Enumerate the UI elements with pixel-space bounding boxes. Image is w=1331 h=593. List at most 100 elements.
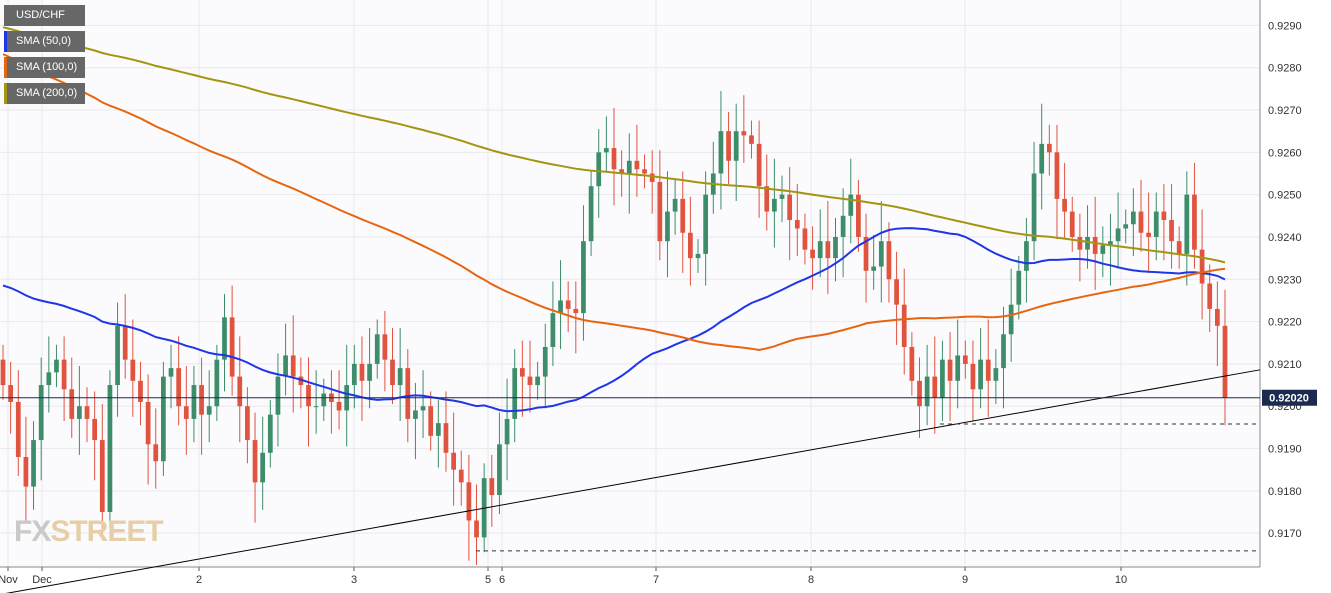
candle-body bbox=[947, 359, 953, 381]
candle-body bbox=[848, 194, 854, 216]
y-tick-label: 0.9230 bbox=[1268, 274, 1302, 286]
candle-body bbox=[168, 368, 174, 377]
candle-body bbox=[199, 385, 204, 415]
candle-body bbox=[283, 355, 288, 377]
candle-body bbox=[749, 135, 754, 144]
y-tick-label: 0.9220 bbox=[1268, 317, 1302, 329]
candle-body bbox=[863, 236, 869, 271]
candle-body bbox=[474, 520, 479, 538]
candle-body bbox=[252, 440, 258, 483]
y-tick-label: 0.9260 bbox=[1268, 147, 1302, 159]
y-tick-label: 0.9180 bbox=[1268, 486, 1302, 498]
candle-body bbox=[512, 368, 518, 419]
fxstreet-logo: FXSTREET bbox=[14, 515, 164, 548]
candle-body bbox=[290, 355, 296, 377]
x-tick-label: Nov bbox=[0, 574, 18, 586]
candle-body bbox=[504, 418, 510, 445]
candle-body bbox=[1214, 308, 1220, 326]
legend-item-sma50[interactable]: SMA (50,0) bbox=[4, 31, 86, 52]
candle-body bbox=[176, 368, 182, 407]
legend-swatch-price bbox=[4, 5, 7, 26]
candle-body bbox=[878, 241, 884, 267]
candle-body bbox=[1092, 236, 1098, 254]
candle-body bbox=[405, 368, 411, 419]
x-tick-label: 9 bbox=[962, 574, 968, 586]
candle-body bbox=[1176, 241, 1182, 254]
candle-body bbox=[229, 317, 235, 377]
candle-body bbox=[657, 181, 663, 242]
candle-body bbox=[542, 346, 548, 377]
candle-body bbox=[1138, 211, 1144, 233]
candle-body bbox=[367, 363, 372, 381]
candle-body bbox=[489, 478, 495, 496]
legend-swatch-sma100 bbox=[4, 57, 7, 78]
x-tick-label: Dec bbox=[32, 574, 52, 586]
candle-body bbox=[1024, 241, 1029, 271]
candle-body bbox=[764, 186, 770, 212]
candle-body bbox=[672, 198, 678, 212]
legend-item-sma200[interactable]: SMA (200,0) bbox=[4, 83, 86, 104]
x-tick-label: 2 bbox=[196, 574, 202, 586]
candle-body bbox=[54, 359, 59, 373]
x-tick-label: 5 bbox=[485, 574, 491, 586]
candle-body bbox=[138, 380, 143, 402]
candle-body bbox=[985, 359, 991, 381]
candle-body bbox=[810, 249, 815, 259]
candle-body bbox=[519, 368, 525, 377]
sma-50-line bbox=[2, 227, 1226, 413]
candle-body bbox=[1069, 211, 1075, 237]
candle-body bbox=[527, 376, 533, 386]
candle-body bbox=[92, 418, 98, 441]
candle-body bbox=[130, 359, 136, 381]
candle-body bbox=[1222, 325, 1228, 398]
candle-body bbox=[183, 406, 189, 419]
candle-body bbox=[1153, 211, 1159, 237]
candle-body bbox=[603, 148, 609, 153]
candle-body bbox=[382, 334, 388, 360]
candle-body bbox=[1031, 173, 1037, 242]
candle-body bbox=[955, 355, 961, 381]
x-tick-label: 6 bbox=[499, 574, 505, 586]
legend: USD/CHF SMA (50,0) SMA (100,0) SMA (200,… bbox=[4, 5, 86, 109]
candle-body bbox=[825, 241, 831, 259]
candle-body bbox=[275, 376, 281, 415]
candle-body bbox=[77, 406, 82, 419]
y-tick-label: 0.9270 bbox=[1268, 105, 1302, 117]
legend-item-price[interactable]: USD/CHF bbox=[4, 5, 86, 26]
legend-label-sma100: SMA (100,0) bbox=[16, 61, 78, 73]
plot-area bbox=[0, 0, 1260, 567]
candle-body bbox=[695, 253, 701, 259]
candle-body bbox=[588, 186, 594, 242]
candle-body bbox=[313, 406, 319, 408]
candle-body bbox=[970, 363, 976, 390]
candle-body bbox=[374, 334, 380, 364]
x-tick-label: 7 bbox=[653, 574, 659, 586]
candle-body bbox=[443, 423, 449, 453]
candle-body bbox=[1001, 334, 1006, 369]
candle-body bbox=[1169, 220, 1174, 242]
candle-body bbox=[1008, 304, 1014, 335]
candle-body bbox=[1146, 232, 1151, 237]
candle-body bbox=[1046, 143, 1052, 153]
y-tick-label: 0.9190 bbox=[1268, 444, 1302, 456]
candle-body bbox=[1199, 249, 1205, 284]
candle-body bbox=[886, 241, 892, 280]
candle-body bbox=[99, 440, 105, 512]
candle-body bbox=[642, 169, 647, 174]
x-tick-label: 8 bbox=[808, 574, 814, 586]
candle-body bbox=[787, 194, 793, 221]
candle-body bbox=[206, 406, 212, 415]
candle-body bbox=[61, 359, 67, 390]
candle-body bbox=[741, 131, 747, 136]
candle-body bbox=[619, 169, 625, 174]
candle-body bbox=[909, 346, 915, 381]
candle-body bbox=[626, 160, 632, 174]
candle-body bbox=[413, 410, 418, 419]
legend-item-sma100[interactable]: SMA (100,0) bbox=[4, 57, 86, 78]
candle-body bbox=[596, 152, 602, 187]
candle-body bbox=[573, 308, 579, 314]
candle-body bbox=[856, 194, 861, 237]
y-tick-label: 0.9210 bbox=[1268, 359, 1302, 371]
candle-body bbox=[703, 194, 709, 254]
